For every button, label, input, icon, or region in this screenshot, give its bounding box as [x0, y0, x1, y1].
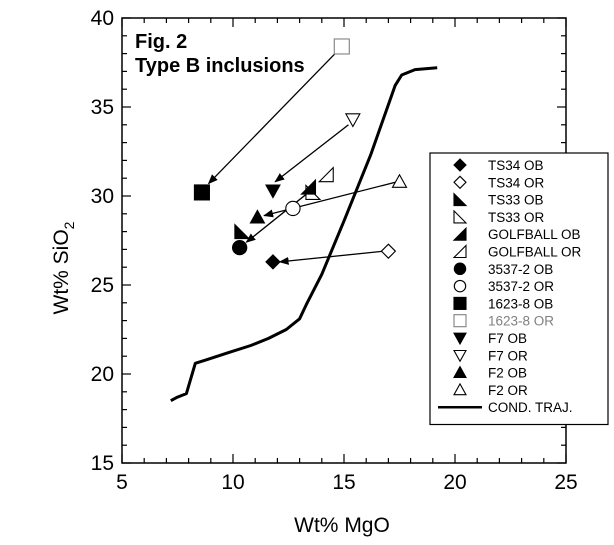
data-point-ts33-ob: [234, 223, 251, 240]
data-point-ts34-or: [380, 243, 397, 259]
trend-arrow: [207, 53, 336, 185]
legend-swatch-golfball-or: [452, 244, 467, 259]
legend-label-f7-or: F7 OR: [488, 348, 528, 363]
y-tick-label: 40: [91, 7, 114, 30]
legend-label-1623-8-ob: 1623-8 OB: [488, 296, 553, 311]
data-series: [170, 38, 438, 403]
legend-swatch-3537-2-ob: [453, 262, 467, 276]
legend-swatch-1623-8-or: [453, 314, 467, 328]
x-tick-label: 15: [332, 471, 355, 494]
legend-label-ts33-or: TS33 OR: [488, 210, 545, 225]
data-point-golfball-ob: [300, 178, 317, 195]
axes: 5 10 15 20 25 15 20 25 30 35 40: [91, 7, 578, 494]
legend-label-ts33-ob: TS33 OB: [488, 193, 544, 208]
legend-label-1623-8-or: 1623-8 OR: [488, 314, 554, 329]
data-point-3537-2-or: [285, 200, 301, 217]
legend-swatch-1623-8-ob: [453, 296, 467, 310]
data-point-golfball-or: [317, 166, 334, 183]
y-tick-label: 20: [91, 363, 114, 386]
data-point-f7-or: [344, 113, 361, 128]
data-point-3537-2-ob: [231, 239, 248, 256]
trend-arrow: [245, 191, 309, 243]
legend-label-f2-or: F2 OR: [488, 383, 528, 398]
legend-label-golfball-ob: GOLFBALL OB: [488, 227, 581, 242]
trend-arrow: [278, 250, 385, 265]
y-tick-label: 30: [91, 185, 114, 208]
legend-label-3537-2-or: 3537-2 OR: [488, 279, 554, 294]
chart-subtitle: Type B inclusions: [135, 55, 305, 77]
svg-text:Wt% SiO2: Wt% SiO2: [50, 221, 77, 314]
legend-swatch-f2-or: [453, 382, 467, 396]
legend-swatch-ts34-or: [453, 175, 467, 190]
legend-swatch-f7-or: [453, 349, 467, 363]
data-point-f7-ob: [265, 184, 281, 199]
y-axis-title-subscript: 2: [61, 221, 77, 229]
x-tick-label: 10: [221, 471, 244, 494]
data-point-1623-8-or: [333, 38, 350, 55]
legend-swatch-golfball-ob: [452, 226, 467, 241]
legend-label-ts34-or: TS34 OR: [488, 175, 545, 190]
trend-arrow: [274, 124, 349, 183]
legend-swatch-ts34-ob: [453, 158, 467, 172]
legend-swatch-f2-ob: [453, 365, 467, 378]
series-line-cond-traj: [170, 66, 438, 403]
y-axis-title: Wt% SiO2: [50, 221, 77, 314]
legend-label-3537-2-ob: 3537-2 OB: [488, 262, 553, 277]
x-tick-label: 20: [443, 471, 466, 494]
legend-label-golfball-or: GOLFBALL OR: [488, 245, 582, 260]
legend: TS34 OB TS34 OR TS33 OB TS33 OR GOLFBALL OB G…: [429, 152, 609, 426]
x-tick-label: 25: [554, 471, 577, 494]
legend-swatch-3537-2-or: [453, 279, 467, 293]
legend-swatch-f7-ob: [453, 332, 467, 346]
y-axis-title-main: Wt% SiO: [50, 229, 73, 314]
legend-label-f7-ob: F7 OB: [488, 331, 527, 346]
y-tick-label: 15: [91, 452, 114, 475]
y-tick-label: 25: [91, 274, 114, 297]
legend-label-cond-traj: COND. TRAJ.: [488, 400, 573, 415]
legend-swatch-ts33-ob: [453, 192, 468, 207]
chart-text: Fig. 2 Type B inclusions Wt% MgO Wt% SiO…: [50, 31, 390, 537]
x-tick-label: 5: [116, 471, 128, 494]
legend-label-ts34-ob: TS34 OB: [488, 158, 544, 173]
data-point-ts34-ob: [265, 254, 281, 270]
y-tick-label: 35: [91, 96, 114, 119]
data-point-1623-8-ob: [193, 184, 210, 201]
chart-title: Fig. 2: [135, 31, 187, 53]
data-point-f2-or: [391, 173, 408, 188]
data-point-f2-ob: [249, 209, 266, 224]
legend-label-f2-ob: F2 OB: [488, 366, 527, 381]
legend-swatch-ts33-or: [453, 209, 468, 224]
arrows: [207, 53, 398, 265]
x-axis-title: Wt% MgO: [294, 514, 390, 537]
